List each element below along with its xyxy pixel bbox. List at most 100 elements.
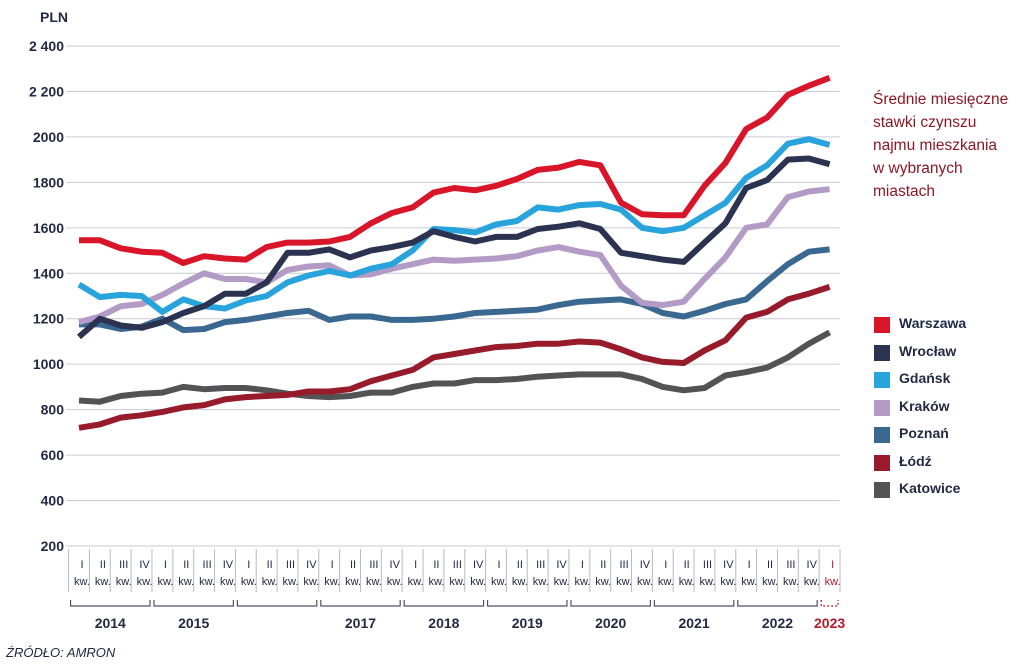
- x-tick-quarter: IV: [640, 559, 651, 571]
- x-tick-suffix: kw.: [157, 576, 173, 588]
- x-tick-quarter: III: [453, 559, 462, 571]
- year-bracket: [69, 600, 151, 607]
- x-tick-quarter: I: [497, 559, 500, 571]
- x-tick-suffix: kw.: [199, 576, 215, 588]
- source-note: ŹRÓDŁO: AMRON: [6, 645, 116, 660]
- year-label: 2021: [678, 615, 709, 631]
- x-tick-quarter: IV: [223, 559, 234, 571]
- legend-label: Katowice: [899, 480, 961, 496]
- x-tick-quarter: I: [414, 559, 417, 571]
- x-tick-suffix: kw.: [637, 576, 653, 588]
- x-tick-suffix: kw.: [178, 576, 194, 588]
- y-tick-label: 1600: [33, 220, 64, 236]
- x-tick-suffix: kw.: [762, 576, 778, 588]
- legend-label: Wrocław: [899, 342, 957, 359]
- y-tick-label: 600: [41, 447, 65, 463]
- x-tick-suffix: kw.: [345, 576, 361, 588]
- x-tick-quarter: II: [433, 559, 439, 571]
- year-label: 2015: [178, 615, 209, 631]
- x-tick-quarter: III: [536, 559, 545, 571]
- x-tick-suffix: kw.: [700, 576, 716, 588]
- x-tick-suffix: kw.: [595, 576, 611, 588]
- x-tick-suffix: kw.: [825, 576, 841, 588]
- legend-label: Łódź: [899, 452, 932, 469]
- chart-title-line: Średnie miesięczne: [873, 91, 1009, 108]
- x-tick-quarter: IV: [473, 559, 484, 571]
- x-tick-suffix: kw.: [741, 576, 757, 588]
- x-tick-quarter: I: [831, 559, 834, 571]
- year-bracket: [403, 600, 485, 607]
- y-axis-label: PLN: [40, 9, 68, 25]
- x-tick-quarter: I: [164, 559, 167, 571]
- legend-label: Gdańsk: [899, 370, 951, 386]
- year-label: 2019: [512, 615, 543, 631]
- x-tick-quarter: III: [119, 559, 128, 571]
- year-bracket: [737, 600, 818, 607]
- x-tick-suffix: kw.: [720, 576, 736, 588]
- x-tick-suffix: kw.: [533, 576, 549, 588]
- y-tick-label: 800: [41, 402, 65, 418]
- series-line-wrocław: [77, 155, 831, 340]
- year-label: 2017: [345, 615, 376, 631]
- x-tick-suffix: kw.: [783, 576, 799, 588]
- x-tick-quarter: IV: [390, 559, 401, 571]
- x-tick-quarter: III: [703, 559, 712, 571]
- y-axis-tick-labels: 200 400 600 800 1000 1200 1400 1600 1800 2000 2 20…: [29, 38, 64, 554]
- x-tick-quarter: III: [203, 559, 212, 571]
- chart-title-line: w wybranych: [873, 160, 963, 177]
- year-bracket: [236, 600, 318, 607]
- series-line-łódź: [78, 284, 831, 431]
- x-tick-suffix: kw.: [220, 576, 236, 588]
- x-tick-suffix: kw.: [679, 576, 695, 588]
- legend-label: Warszawa: [899, 315, 967, 331]
- y-tick-label: 1800: [33, 174, 64, 190]
- x-tick-quarter: II: [767, 559, 773, 571]
- x-tick-suffix: kw.: [74, 576, 90, 588]
- x-tick-quarter: II: [100, 559, 106, 571]
- x-tick-suffix: kw.: [512, 576, 528, 588]
- x-tick-quarter: III: [286, 559, 295, 571]
- y-tick-label: 2000: [33, 129, 64, 145]
- legend-swatch: [874, 344, 890, 361]
- y-tick-label: 2 400: [29, 38, 64, 54]
- year-label: 2022: [762, 615, 793, 631]
- x-tick-quarter: IV: [807, 559, 818, 571]
- x-tick-suffix: kw.: [574, 576, 590, 588]
- x-tick-quarter: III: [620, 559, 629, 571]
- y-tick-label: 1400: [33, 265, 64, 281]
- x-tick-quarter: I: [581, 559, 584, 571]
- x-axis: Ikw.IIkw.IIIkw.IVkw.Ikw.IIkw.IIIkw.IVkw.…: [68, 549, 845, 631]
- x-tick-suffix: kw.: [303, 576, 319, 588]
- x-tick-suffix: kw.: [366, 576, 382, 588]
- x-tick-quarter: II: [600, 559, 606, 571]
- x-tick-suffix: kw.: [95, 576, 111, 588]
- year-bracket: [570, 600, 651, 607]
- series-line-kraków: [78, 186, 830, 325]
- chart-title-line: miastach: [873, 183, 936, 200]
- legend-swatch: [874, 454, 890, 471]
- x-tick-quarter: IV: [139, 559, 150, 571]
- x-tick-quarter: IV: [306, 559, 317, 571]
- legend-label: Poznań: [899, 425, 949, 441]
- year-bracket: [486, 600, 568, 607]
- x-tick-quarter: III: [786, 559, 795, 571]
- x-tick-quarter: IV: [556, 559, 567, 571]
- chart-title: Średnie miesięczne stawki czynszu najmu mi…: [873, 88, 1021, 203]
- x-tick-suffix: kw.: [804, 576, 820, 588]
- x-tick-quarter: II: [183, 559, 189, 571]
- x-tick-suffix: kw.: [116, 576, 132, 588]
- x-tick-suffix: kw.: [387, 576, 403, 588]
- x-tick-suffix: kw.: [241, 576, 257, 588]
- x-tick-quarter: II: [267, 559, 273, 571]
- legend-swatch: [874, 482, 890, 498]
- x-tick-quarter: I: [247, 559, 250, 571]
- x-tick-suffix: kw.: [616, 576, 632, 588]
- x-tick-quarter: II: [350, 559, 356, 571]
- y-tick-label: 2 200: [29, 83, 64, 99]
- year-bracket: [653, 600, 735, 607]
- x-tick-quarter: III: [369, 559, 378, 571]
- x-tick-suffix: kw.: [324, 576, 340, 588]
- series-line-poznań: [79, 246, 830, 334]
- x-tick-suffix: kw.: [470, 576, 486, 588]
- x-tick-suffix: kw.: [283, 576, 299, 588]
